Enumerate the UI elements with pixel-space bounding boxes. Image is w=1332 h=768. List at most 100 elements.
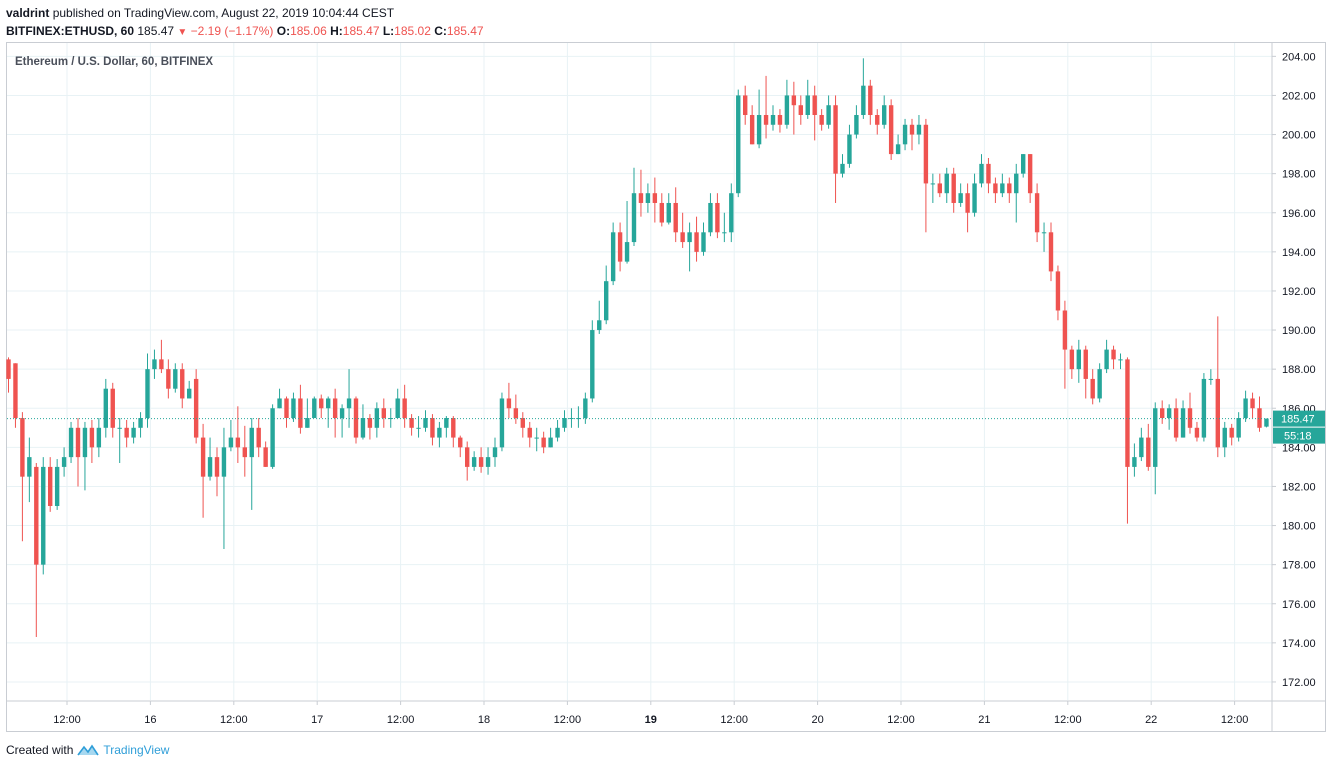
price-tick-label: 194.00 bbox=[1282, 247, 1316, 259]
candle-up bbox=[590, 320, 595, 403]
chart-frame[interactable] bbox=[6, 42, 1326, 732]
candle-up bbox=[61, 447, 67, 477]
candle-body bbox=[374, 408, 380, 428]
candle-up bbox=[722, 212, 727, 243]
tradingview-logo-icon[interactable] bbox=[77, 743, 100, 757]
price-tick-label: 188.00 bbox=[1282, 364, 1316, 376]
candle-up bbox=[416, 416, 421, 438]
author-name[interactable]: valdrint bbox=[6, 6, 50, 20]
candle-body bbox=[986, 163, 991, 184]
candle-down bbox=[541, 431, 546, 454]
candle-body bbox=[541, 437, 546, 448]
candle-body bbox=[270, 408, 275, 467]
candle-up bbox=[805, 79, 810, 119]
candle-up bbox=[562, 410, 567, 432]
candle-down bbox=[937, 173, 942, 198]
candle-down bbox=[13, 363, 18, 428]
candle-down bbox=[1215, 316, 1220, 458]
candle-up bbox=[604, 265, 609, 325]
candle-body bbox=[1257, 408, 1262, 428]
chart-title: Ethereum / U.S. Dollar, 60, BITFINEX bbox=[15, 56, 213, 68]
candle-down bbox=[993, 177, 998, 203]
candle-up bbox=[708, 193, 713, 237]
candle-body bbox=[1007, 183, 1012, 194]
candle-down bbox=[1250, 392, 1255, 419]
candle-down bbox=[791, 81, 797, 135]
candle-up bbox=[1243, 390, 1248, 422]
candle-up bbox=[117, 418, 122, 463]
price-tick-label: 196.00 bbox=[1282, 208, 1316, 220]
candle-down bbox=[652, 177, 658, 223]
candle-body bbox=[319, 398, 324, 409]
candle-up bbox=[583, 392, 588, 424]
price-tick-label: 190.00 bbox=[1282, 325, 1316, 337]
candle-body bbox=[965, 193, 970, 213]
candle-body bbox=[1027, 154, 1033, 194]
candle-body bbox=[923, 124, 929, 184]
candle-body bbox=[458, 437, 463, 448]
candle-body bbox=[847, 134, 852, 164]
candle-up bbox=[1139, 427, 1144, 462]
candle-body bbox=[1062, 310, 1068, 350]
candle-body bbox=[673, 202, 678, 233]
candle-body bbox=[54, 466, 60, 506]
candle-up bbox=[326, 396, 331, 428]
candle-up bbox=[228, 419, 234, 452]
candle-body bbox=[527, 427, 532, 438]
price-tick-label: 180.00 bbox=[1282, 521, 1316, 533]
candle-body bbox=[798, 105, 803, 115]
candle-up bbox=[374, 402, 380, 438]
candle-body bbox=[200, 437, 206, 477]
candle-down bbox=[965, 183, 970, 233]
candle-body bbox=[770, 115, 776, 125]
candle-body bbox=[6, 359, 11, 379]
price-tick-label: 182.00 bbox=[1282, 481, 1316, 493]
candle-down bbox=[875, 109, 880, 135]
candle-body bbox=[909, 124, 915, 135]
candle-body bbox=[1111, 349, 1116, 360]
candle-body bbox=[562, 418, 567, 428]
candle-down bbox=[812, 85, 817, 141]
price-tick-label: 178.00 bbox=[1282, 560, 1316, 572]
candle-up bbox=[930, 173, 936, 203]
candle-down bbox=[284, 396, 289, 428]
candle-body bbox=[298, 398, 303, 428]
time-tick-label: 16 bbox=[144, 714, 156, 726]
candle-down bbox=[1083, 345, 1088, 399]
chart-header: valdrint published on TradingView.com, A… bbox=[6, 4, 484, 42]
close-value: 185.47 bbox=[446, 24, 484, 38]
candle-body bbox=[416, 427, 421, 429]
candle-body bbox=[972, 183, 977, 213]
candle-down bbox=[1007, 177, 1012, 203]
candle-up bbox=[840, 154, 845, 178]
candle-down bbox=[1173, 398, 1179, 442]
candle-body bbox=[145, 369, 150, 419]
tradingview-brand[interactable]: TradingView bbox=[103, 743, 170, 757]
candle-body bbox=[701, 232, 706, 252]
candle-down bbox=[1111, 345, 1116, 370]
candle-up bbox=[1021, 154, 1026, 178]
candle-down bbox=[819, 109, 824, 131]
candle-down bbox=[200, 423, 206, 518]
candle-body bbox=[388, 418, 393, 420]
candle-up bbox=[68, 421, 74, 463]
candle-down bbox=[833, 95, 838, 203]
candle-down bbox=[34, 462, 39, 637]
candle-up bbox=[145, 353, 150, 428]
candle-body bbox=[138, 418, 143, 428]
candle-body bbox=[1069, 349, 1075, 370]
candle-body bbox=[805, 95, 810, 115]
candle-body bbox=[1132, 457, 1137, 467]
candle-body bbox=[27, 457, 32, 477]
candle-up bbox=[548, 427, 553, 448]
candle-body bbox=[743, 95, 748, 115]
candle-body bbox=[13, 363, 18, 419]
candle-body bbox=[1118, 359, 1123, 361]
time-tick-label: 17 bbox=[311, 714, 323, 726]
candle-up bbox=[944, 167, 949, 203]
candle-down bbox=[1125, 357, 1130, 524]
candle-body bbox=[360, 418, 366, 438]
candle-up bbox=[687, 222, 692, 272]
candle-body bbox=[1215, 378, 1220, 448]
